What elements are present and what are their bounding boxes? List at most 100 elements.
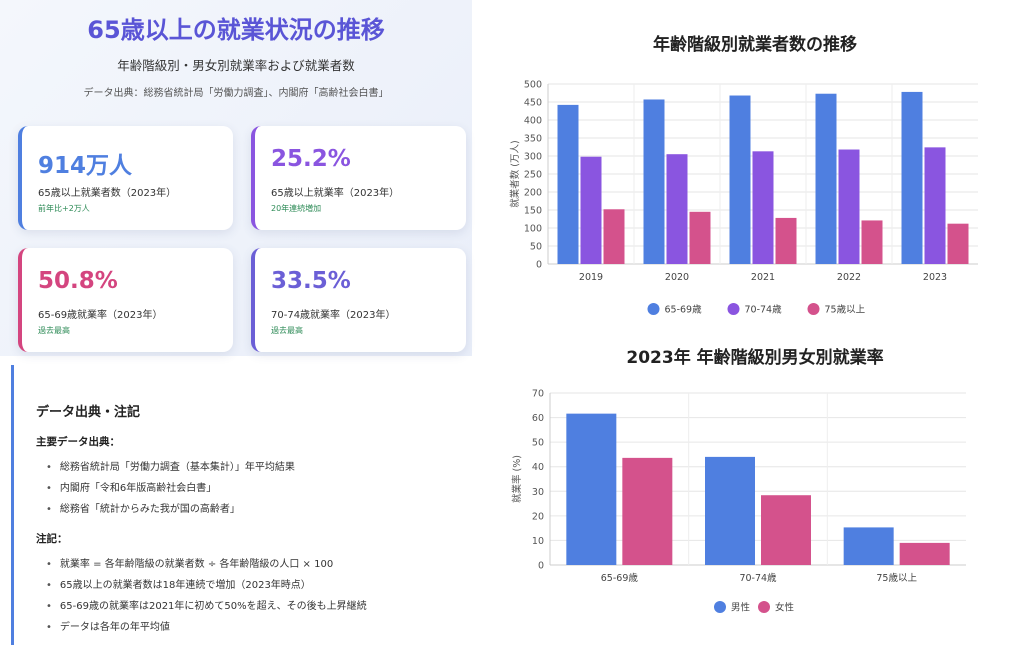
bar-75歳以上-2019	[603, 209, 625, 264]
y-tick-label: 70	[532, 389, 544, 400]
stat-note: 前年比+2万人	[38, 204, 90, 213]
stat-note: 20年連続増加	[271, 204, 322, 213]
bar-男性-65-69歳	[566, 413, 617, 565]
bar-70-74歳-2019	[580, 156, 602, 264]
bar-女性-65-69歳	[622, 457, 673, 565]
y-tick-label: 40	[532, 462, 544, 473]
sources-heading: 主要データ出典：	[36, 436, 120, 448]
legend-label: 75歳以上	[825, 304, 866, 316]
bar-65-69歳-2019	[557, 104, 579, 264]
stat-value: 914万人	[38, 153, 133, 179]
bar-女性-75歳以上	[899, 542, 950, 565]
notes-heading: 注記：	[36, 533, 68, 545]
list-item: 総務省「統計からみた我が国の高齢者」	[46, 499, 295, 520]
bar-75歳以上-2020	[689, 211, 711, 264]
x-tick-label: 2022	[837, 272, 861, 283]
bar-65-69歳-2022	[815, 93, 837, 264]
legend-swatch	[714, 601, 726, 613]
chart-svg: 0 10 20 30 40 50 60 70 就業率 (%) 65-69歳 70-74歳 75歳以上男…	[511, 389, 966, 614]
bar-75歳以上-2022	[861, 220, 883, 264]
y-tick-label: 350	[524, 134, 542, 145]
x-tick-label: 2019	[579, 272, 603, 283]
bar-70-74歳-2023	[924, 147, 946, 264]
y-tick-label: 450	[524, 98, 542, 109]
bar-65-69歳-2021	[729, 95, 751, 265]
y-tick-label: 100	[524, 224, 542, 235]
bar-男性-70-74歳	[705, 456, 755, 565]
list-item: 就業率 = 各年齢階級の就業者数 ÷ 各年齢階級の人口 × 100	[46, 554, 367, 575]
y-tick-label: 0	[536, 260, 542, 271]
x-tick-label: 2021	[751, 272, 775, 283]
stat-value: 33.5%	[271, 268, 351, 294]
x-tick-label: 70-74歳	[739, 572, 777, 584]
stat-note: 過去最高	[38, 326, 70, 335]
y-tick-label: 400	[524, 116, 542, 127]
bar-75歳以上-2023	[947, 223, 969, 264]
bar-男性-75歳以上	[843, 527, 894, 565]
bar-70-74歳-2022	[838, 149, 860, 264]
legend-label: 65-69歳	[665, 304, 703, 316]
x-tick-label: 2020	[665, 272, 689, 283]
x-tick-label: 65-69歳	[601, 572, 639, 584]
y-tick-label: 60	[532, 413, 544, 424]
legend-swatch	[647, 303, 660, 315]
y-tick-label: 250	[524, 170, 542, 181]
y-tick-label: 50	[532, 438, 544, 449]
list-item: 65-69歳の就業率は2021年に初めて50%を超え、その後も上昇継続	[46, 596, 367, 617]
list-item: 総務省統計局「労働力調査（基本集計）」年平均結果	[46, 457, 295, 478]
legend-label: 男性	[731, 602, 751, 614]
stat-label: 70-74歳就業率（2023年）	[271, 310, 396, 321]
stat-label: 65歳以上就業率（2023年）	[271, 188, 400, 199]
stat-note: 過去最高	[271, 326, 303, 335]
sources-list: 総務省統計局「労働力調査（基本集計）」年平均結果 内閣府「令和6年版高齢社会白書…	[46, 457, 295, 520]
bar-70-74歳-2021	[752, 151, 774, 264]
x-tick-label: 2023	[923, 272, 947, 283]
y-tick-label: 30	[532, 487, 544, 498]
x-tick-label: 75歳以上	[876, 572, 917, 584]
stat-card-70-74-rate: 33.5% 70-74歳就業率（2023年） 過去最高	[251, 248, 466, 352]
bar-65-69歳-2023	[901, 91, 923, 264]
y-tick-label: 20	[532, 511, 544, 522]
list-item: 内閣府「令和6年版高齢社会白書」	[46, 478, 295, 499]
list-item: データは各年の年平均値	[46, 617, 367, 638]
chart-title: 2023年 年齢階級別男女別就業率	[626, 348, 884, 368]
stat-card-employment-rate: 25.2% 65歳以上就業率（2023年） 20年連続増加	[251, 126, 466, 230]
y-tick-label: 500	[524, 80, 542, 91]
summary-panel: 65歳以上の就業状況の推移 年齢階級別・男女別就業率および就業者数 データ出典：…	[0, 0, 472, 356]
stat-value: 50.8%	[38, 268, 118, 294]
list-item: 65歳以上の就業者数は18年連続で増加（2023年時点）	[46, 575, 367, 596]
bar-65-69歳-2020	[643, 99, 665, 264]
y-tick-label: 10	[532, 536, 544, 547]
chart-svg: 0 50 100 150 200 250 300 350 400 450 500 就業者数 (万人) 2…	[509, 80, 978, 316]
y-tick-label: 0	[538, 561, 544, 572]
notes-list: 就業率 = 各年齢階級の就業者数 ÷ 各年齢階級の人口 × 100 65歳以上の…	[46, 554, 367, 638]
employment-rate-by-gender-chart: 2023年 年齢階級別男女別就業率 0 10 20 30 40 50 60 70 就業率 (%)…	[500, 335, 1010, 635]
legend-swatch	[758, 601, 770, 613]
legend-swatch	[727, 303, 740, 315]
bar-女性-70-74歳	[761, 495, 811, 565]
stat-card-employed-count: 914万人 65歳以上就業者数（2023年） 前年比+2万人	[18, 126, 233, 230]
bar-75歳以上-2021	[775, 217, 797, 264]
stat-label: 65-69歳就業率（2023年）	[38, 310, 163, 321]
y-tick-label: 200	[524, 188, 542, 199]
stat-card-65-69-rate: 50.8% 65-69歳就業率（2023年） 過去最高	[18, 248, 233, 352]
y-tick-label: 50	[530, 242, 542, 253]
y-axis-label: 就業者数 (万人)	[509, 140, 521, 207]
y-axis-label: 就業率 (%)	[511, 455, 523, 503]
y-tick-label: 150	[524, 206, 542, 217]
stat-value: 25.2%	[271, 146, 351, 172]
chart-title: 年齢階級別就業者数の推移	[653, 35, 857, 55]
bar-70-74歳-2020	[666, 154, 688, 264]
y-tick-label: 300	[524, 152, 542, 163]
employment-count-chart: 年齢階級別就業者数の推移 0 50 100 150 200 250 300 350 400 450…	[500, 20, 1010, 330]
data-source-line: データ出典：総務省統計局「労働力調査」、内閣府「高齢社会白書」	[83, 88, 389, 99]
accent-bar	[11, 365, 14, 645]
notes-panel: データ出典・注記 主要データ出典： 総務省統計局「労働力調査（基本集計）」年平均…	[0, 365, 472, 645]
stat-label: 65歳以上就業者数（2023年）	[38, 188, 177, 199]
legend-label: 70-74歳	[745, 304, 783, 316]
legend-swatch	[807, 303, 820, 315]
page-subtitle: 年齢階級別・男女別就業率および就業者数	[117, 58, 355, 73]
notes-title: データ出典・注記	[36, 405, 141, 420]
legend-label: 女性	[775, 602, 795, 614]
page-title: 65歳以上の就業状況の推移	[87, 16, 385, 44]
